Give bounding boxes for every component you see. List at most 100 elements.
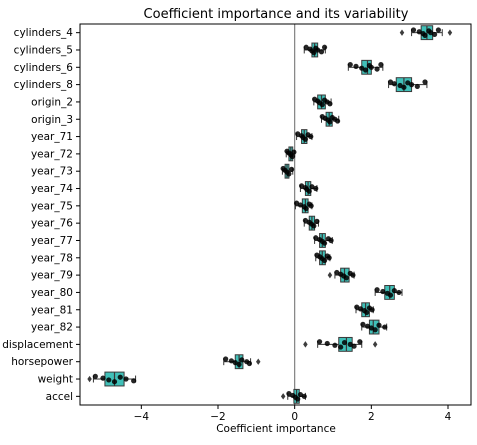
- point-cylinders-6-0: [347, 61, 353, 68]
- point-year-71-3: [302, 136, 308, 142]
- point-year-80-4: [391, 288, 397, 294]
- outlier-horsepower-0: [256, 358, 261, 365]
- point-cylinders-5-3: [311, 50, 317, 56]
- outlier-cylinders-4-0: [399, 29, 405, 36]
- point-cylinders-6-3: [362, 67, 369, 73]
- point-year-82-3: [372, 327, 378, 333]
- point-year-82-0: [360, 321, 366, 327]
- point-cylinders-8-6: [414, 83, 420, 90]
- point-cylinders-8-5: [408, 82, 415, 88]
- y-tick-label-year-74: year_74: [31, 183, 73, 195]
- point-cylinders-4-6: [431, 31, 438, 38]
- point-year-71-5: [308, 133, 314, 140]
- point-year-74-5: [313, 185, 319, 192]
- point-accel-5: [301, 393, 307, 399]
- y-tick-label-year-76: year_76: [31, 218, 73, 230]
- point-origin-2-3: [319, 102, 325, 108]
- point-horsepower-3: [236, 361, 242, 368]
- point-cylinders-8-1: [391, 81, 397, 87]
- point-year-82-4: [376, 322, 382, 328]
- point-origin-3-6: [335, 118, 341, 124]
- point-weight-4: [117, 374, 123, 380]
- y-tick-label-horsepower: horsepower: [11, 356, 73, 368]
- y-tick-label-cylinders-8: cylinders_8: [14, 79, 73, 91]
- point-year-80-0: [374, 287, 380, 293]
- point-cylinders-6-5: [368, 64, 374, 70]
- y-tick-label-cylinders-4: cylinders_4: [14, 27, 74, 39]
- y-tick-label-year-79: year_79: [31, 270, 73, 282]
- point-year-72-4: [291, 149, 297, 155]
- point-accel-3: [295, 396, 301, 402]
- point-year-73-4: [289, 166, 295, 173]
- point-displacement-6: [351, 343, 357, 349]
- y-tick-label-origin-3: origin_3: [31, 114, 73, 126]
- point-weight-0: [92, 373, 98, 379]
- point-year-80-1: [380, 288, 386, 295]
- point-year-74-3: [306, 188, 312, 194]
- point-year-80-5: [396, 289, 402, 296]
- y-tick-label-accel: accel: [46, 391, 73, 403]
- point-weight-3: [111, 379, 118, 385]
- point-horsepower-4: [239, 357, 245, 363]
- y-tick-label-cylinders-5: cylinders_5: [14, 44, 73, 56]
- point-cylinders-4-7: [435, 27, 442, 33]
- point-year-78-3: [321, 257, 328, 264]
- y-tick-label-year-80: year_80: [31, 287, 73, 299]
- point-cylinders-4-0: [410, 27, 417, 33]
- point-horsepower-6: [246, 360, 253, 367]
- outlier-displacement-1: [372, 341, 378, 348]
- y-tick-label-cylinders-6: cylinders_6: [14, 62, 74, 74]
- point-cylinders-4-3: [422, 32, 428, 38]
- x-tick-label-4: 4: [445, 411, 452, 423]
- point-year-78-5: [326, 255, 332, 261]
- x-tick-label-0: 0: [291, 411, 298, 423]
- y-tick-label-year-75: year_75: [31, 200, 73, 212]
- plot-frame: [79, 23, 472, 406]
- y-tick-label-year-82: year_82: [31, 322, 73, 334]
- outlier-cylinders-4-1: [447, 29, 453, 36]
- point-weight-2: [106, 377, 112, 383]
- x-axis-label: Coefficient importance: [216, 423, 336, 435]
- y-tick-label-year-72: year_72: [31, 148, 73, 160]
- point-year-80-3: [387, 292, 394, 298]
- x-tick-label-2: 2: [368, 411, 375, 423]
- point-weight-1: [100, 375, 106, 381]
- outlier-weight-0: [87, 375, 92, 383]
- point-year-75-5: [308, 203, 314, 209]
- outlier-year-79-0: [327, 271, 333, 279]
- x-tick-label--4: −4: [134, 411, 150, 423]
- y-tick-label-year-81: year_81: [31, 304, 73, 316]
- x-tick-label--2: −2: [210, 411, 225, 423]
- point-displacement-7: [357, 339, 363, 345]
- chart-title: Coefficient importance and its variabili…: [144, 7, 409, 22]
- point-cylinders-8-7: [422, 79, 428, 85]
- point-displacement-1: [324, 340, 330, 347]
- point-cylinders-6-1: [353, 63, 359, 69]
- point-origin-3-3: [327, 119, 333, 125]
- y-tick-label-year-78: year_78: [31, 252, 73, 264]
- point-weight-6: [131, 378, 137, 384]
- point-cylinders-6-6: [374, 66, 380, 72]
- point-year-79-5: [350, 272, 356, 278]
- y-tick-label-year-77: year_77: [31, 235, 73, 247]
- point-cylinders-8-3: [401, 84, 407, 90]
- outlier-accel-0: [280, 393, 286, 400]
- point-year-81-5: [369, 307, 375, 313]
- y-tick-label-origin-2: origin_2: [31, 96, 73, 108]
- point-year-76-4: [314, 218, 320, 224]
- point-displacement-3: [338, 344, 344, 350]
- y-tick-label-weight: weight: [38, 374, 73, 386]
- point-cylinders-5-7: [321, 44, 328, 50]
- point-displacement-0: [316, 339, 323, 345]
- point-weight-5: [123, 376, 129, 382]
- point-year-75-3: [303, 205, 309, 212]
- y-tick-label-displacement: displacement: [2, 339, 73, 351]
- point-cylinders-6-7: [378, 61, 384, 68]
- point-year-81-3: [364, 309, 370, 316]
- point-displacement-2: [332, 342, 338, 348]
- point-displacement-4: [341, 339, 348, 346]
- point-horsepower-0: [223, 356, 229, 362]
- point-cylinders-5-6: [318, 49, 325, 55]
- plot-area: cylinders_4 cylinders_5 cylinders_6cylinde…: [2, 24, 453, 423]
